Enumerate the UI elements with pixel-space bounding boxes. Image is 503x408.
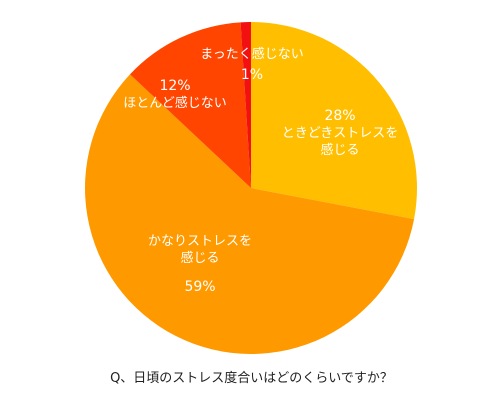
- slice-category-label: かなりストレスを: [148, 234, 252, 249]
- slice-category-label: まったく感じない: [200, 46, 303, 62]
- slice-category-label: ほとんど感じない: [123, 95, 227, 111]
- slice-value-label: 59%: [184, 279, 215, 295]
- pie-slices: [84, 22, 417, 355]
- slice-category-label: 感じる: [180, 250, 219, 266]
- chart-title: Q、日頃のストレス度合いはどのくらいですか？: [110, 371, 393, 386]
- slice-value-label: 28%: [324, 108, 355, 124]
- slice-value-label: 12%: [159, 78, 190, 94]
- pie-labels: 28%ときどきストレスを感じるかなりストレスを感じる59%12%ほとんど感じない…: [123, 46, 398, 295]
- slice-category-label: 感じる: [320, 142, 359, 158]
- pie-slice: [251, 22, 417, 220]
- pie-slice: [129, 22, 251, 189]
- slice-category-label: ときどきストレスを: [282, 126, 399, 141]
- slice-value-label: 1%: [241, 67, 263, 83]
- pie-slice: [84, 74, 415, 355]
- pie-slice: [240, 22, 251, 188]
